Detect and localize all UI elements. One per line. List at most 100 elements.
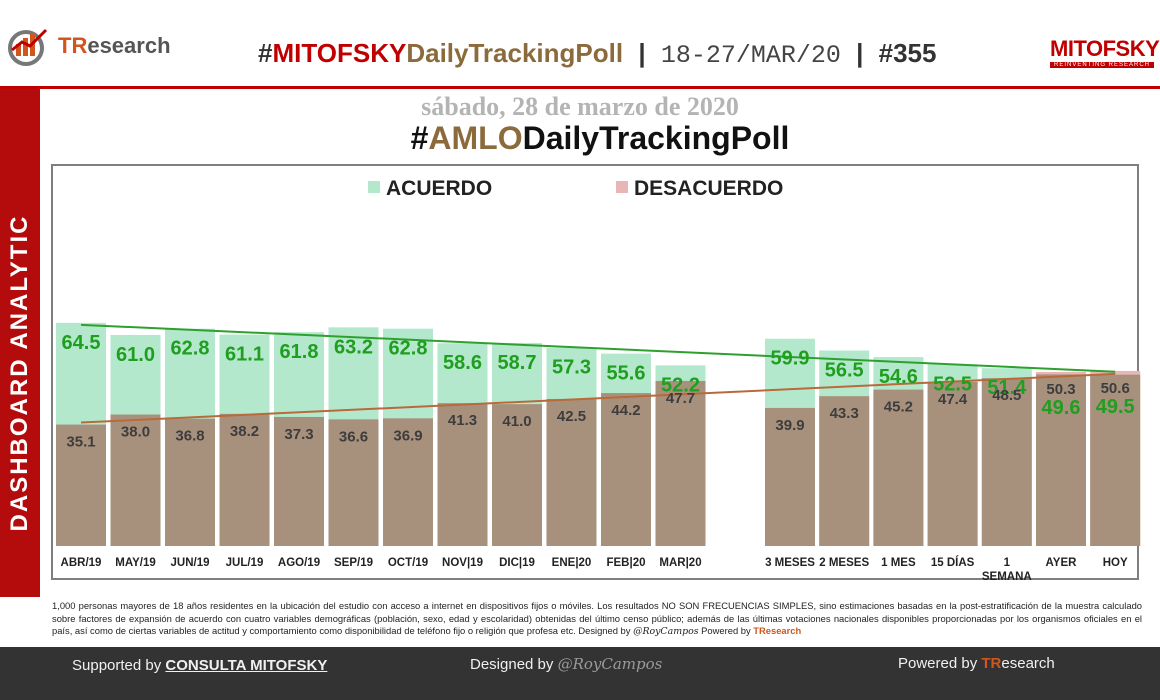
chart-title-hash: #: [410, 120, 429, 156]
bar-acuerdo: [1090, 374, 1141, 546]
bar-desacuerdo: [927, 381, 978, 546]
footnote-text: 1,000 personas mayores de 18 años reside…: [52, 600, 1142, 636]
data-label-desacuerdo: 48.5: [992, 387, 1021, 404]
data-label-acuerdo: 57.3: [552, 357, 591, 379]
tresearch-logo: TResearch: [6, 26, 171, 66]
data-label-acuerdo: 54.6: [879, 366, 918, 388]
bar-desacuerdo: [873, 389, 924, 546]
data-label-desacuerdo: 47.7: [666, 390, 695, 407]
footnote-powered: Powered by: [701, 625, 751, 636]
data-label-desacuerdo: 36.6: [339, 428, 368, 445]
chart-title: #AMLODailyTrackingPoll: [300, 120, 900, 157]
data-label-desacuerdo: 44.2: [611, 402, 640, 419]
headline-separator-2: |: [856, 38, 864, 68]
data-label-acuerdo: 56.5: [825, 360, 864, 382]
data-label-acuerdo: 49.6: [1042, 397, 1081, 419]
footer-powered: Powered by TResearch: [898, 655, 1055, 672]
x-tick-label: 2 MESES: [819, 557, 869, 569]
chart-title-amlo: AMLO: [428, 120, 523, 156]
data-label-desacuerdo: 47.4: [938, 391, 968, 408]
headline-brand: MITOFSKY: [272, 38, 407, 68]
data-label-acuerdo: 55.6: [607, 363, 646, 385]
logo-tr-suffix: esearch: [87, 33, 171, 58]
x-tick-label: NOV|19: [442, 557, 483, 569]
footnote: 1,000 personas mayores de 18 años reside…: [52, 600, 1142, 639]
x-tick-label: AGO/19: [278, 557, 320, 569]
data-label-acuerdo: 52.5: [933, 373, 972, 395]
data-label-desacuerdo: 37.3: [284, 426, 313, 443]
x-tick-label: 3 MESES: [765, 557, 815, 569]
mitofsky-logo: MITOFSKY REINVENTING RESEARCH: [1050, 36, 1160, 68]
mitofsky-logo-sub: REINVENTING RESEARCH: [1050, 62, 1154, 68]
footnote-signature: @RoyCampos: [633, 626, 699, 637]
legend-swatch-desacuerdo: [616, 181, 628, 193]
x-tick-label: MAY/19: [115, 557, 156, 569]
x-tick-label: SEMANA: [982, 571, 1032, 583]
x-tick-label: JUL/19: [226, 557, 264, 569]
data-label-desacuerdo: 38.0: [121, 424, 150, 441]
x-tick-label: DIC|19: [499, 557, 535, 569]
data-label-acuerdo: 58.7: [498, 352, 537, 374]
footer-designed-label: Designed by: [470, 656, 554, 673]
data-label-acuerdo: 61.8: [280, 341, 319, 363]
header-divider: [0, 86, 1160, 89]
data-label-desacuerdo: 43.3: [830, 405, 859, 422]
tracking-chart: ACUERDO DESACUERDO 64.5 35.1 61.0 38.0 62.8 36.…: [56, 177, 1141, 583]
data-label-desacuerdo: 39.9: [775, 417, 804, 434]
headline-dates: 18-27/MAR/20: [660, 41, 841, 70]
chart-title-rest: DailyTrackingPoll: [522, 120, 790, 156]
bar-desacuerdo: [165, 418, 215, 546]
legend-label-desacuerdo: DESACUERDO: [634, 177, 783, 200]
footer-consulta-link[interactable]: CONSULTA MITOFSKY: [165, 657, 328, 674]
bar-desacuerdo: [274, 416, 324, 546]
data-label-desacuerdo: 41.3: [448, 412, 477, 429]
x-tick-label: ABR/19: [61, 557, 102, 569]
x-tick-label: JUN/19: [171, 557, 210, 569]
data-label-desacuerdo: 38.2: [230, 423, 259, 440]
x-tick-label: AYER: [1046, 557, 1078, 569]
footer-designed: Designed by @RoyCampos: [470, 655, 662, 673]
bar-desacuerdo: [437, 403, 488, 546]
x-tick-label: FEB|20: [606, 557, 645, 569]
x-tick-label: 15 DÍAS: [931, 556, 975, 569]
headline-separator-1: |: [638, 38, 646, 68]
tresearch-logo-icon: [8, 28, 48, 66]
bar-desacuerdo: [328, 419, 379, 546]
data-label-acuerdo: 62.8: [171, 338, 210, 360]
x-tick-label: MAR|20: [659, 557, 701, 569]
bar-desacuerdo: [819, 396, 870, 546]
legend-label-acuerdo: ACUERDO: [386, 177, 492, 200]
footer-tr-prefix: TR: [981, 655, 1002, 672]
data-label-acuerdo: 52.2: [661, 374, 700, 396]
data-label-desacuerdo: 45.2: [884, 399, 913, 416]
footnote-logo: TResearch: [753, 625, 802, 636]
headline-issue: #355: [878, 38, 937, 68]
bar-desacuerdo: [601, 393, 651, 546]
data-label-desacuerdo: 41.0: [502, 413, 531, 430]
legend-swatch-acuerdo: [368, 181, 380, 193]
bar-desacuerdo: [110, 414, 161, 546]
headline-hash: #: [258, 38, 273, 68]
footer-tr-suffix: esearch: [1001, 655, 1055, 672]
footer-supported-label: Supported by: [72, 657, 162, 674]
logo-tr-prefix: TR: [58, 33, 88, 58]
bar-desacuerdo: [219, 413, 270, 546]
data-label-acuerdo: 61.1: [225, 344, 264, 366]
bar-desacuerdo: [492, 404, 542, 546]
data-label-acuerdo: 58.6: [443, 352, 482, 374]
sidebar: [0, 89, 40, 597]
data-label-desacuerdo: 36.9: [393, 427, 422, 444]
bar-acuerdo: [1036, 374, 1086, 546]
headline-tail: DailyTrackingPoll: [406, 38, 624, 68]
x-tick-label: 1 MES: [881, 557, 916, 569]
mitofsky-logo-text: MITOFSKY: [1050, 36, 1160, 61]
data-label-acuerdo: 63.2: [334, 336, 373, 358]
footer: Supported by CONSULTA MITOFSKY Designed …: [0, 647, 1160, 700]
footer-supported: Supported by CONSULTA MITOFSKY: [72, 657, 327, 674]
bar-desacuerdo: [546, 398, 597, 546]
footer-designer: @RoyCampos: [557, 655, 663, 673]
x-tick-label: SEP/19: [334, 557, 373, 569]
data-label-acuerdo: 64.5: [62, 332, 101, 354]
trendline-desacuerdo: [80, 372, 1116, 424]
headline: #MITOFSKYDailyTrackingPoll | 18-27/MAR/2…: [258, 38, 936, 70]
